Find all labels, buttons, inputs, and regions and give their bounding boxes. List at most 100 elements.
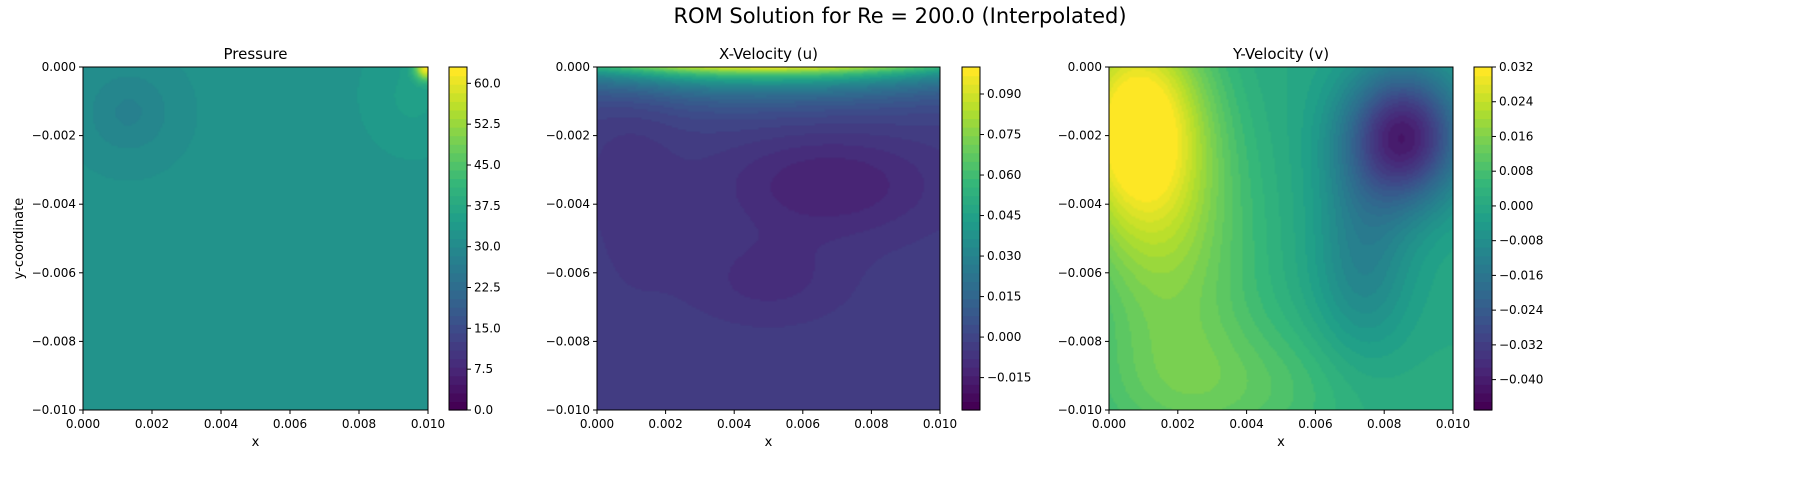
colorbar-band bbox=[449, 401, 467, 411]
colorbar-band bbox=[962, 392, 980, 403]
y-tick-label: −0.008 bbox=[1058, 334, 1102, 348]
x-tick-label: 0.008 bbox=[1367, 417, 1401, 431]
colorbar-band bbox=[449, 195, 467, 205]
y-tick-label: −0.008 bbox=[546, 334, 590, 348]
colorbar-tick-label: 15.0 bbox=[474, 321, 501, 335]
colorbar-tick-label: 60.0 bbox=[474, 76, 501, 90]
colorbar-band bbox=[962, 118, 980, 128]
y-tick-label: −0.004 bbox=[1058, 197, 1102, 211]
colorbar-tick-label: 0.016 bbox=[1499, 129, 1533, 143]
x-tick-label: 0.008 bbox=[342, 417, 376, 431]
colorbar-band bbox=[962, 367, 980, 377]
y-tick-label: −0.010 bbox=[32, 403, 76, 417]
colorbar-tick-label: 37.5 bbox=[474, 199, 501, 213]
panel-title: X-Velocity (u) bbox=[719, 45, 818, 63]
colorbar-tick-label: 0.060 bbox=[987, 168, 1021, 182]
x-tick-label: 0.010 bbox=[923, 417, 957, 431]
colorbar-band bbox=[1474, 127, 1492, 137]
x-tick-label: 0.006 bbox=[1298, 417, 1332, 431]
panel-title: Y-Velocity (v) bbox=[1232, 45, 1329, 63]
y-tick-label: 0.000 bbox=[42, 60, 76, 74]
colorbar-band bbox=[1474, 238, 1492, 248]
axes-frame bbox=[1108, 66, 1454, 411]
heatmap-image bbox=[1109, 67, 1453, 410]
colorbar-band bbox=[962, 127, 980, 137]
colorbar-band bbox=[1474, 392, 1492, 403]
colorbar-band bbox=[962, 212, 980, 222]
colorbar-band bbox=[449, 229, 467, 240]
colorbar-band bbox=[449, 349, 467, 360]
y-tick-label: 0.000 bbox=[556, 60, 590, 74]
colorbar-tick-label: −0.024 bbox=[1499, 303, 1543, 317]
x-tick-label: 0.010 bbox=[1436, 417, 1470, 431]
colorbar-band bbox=[962, 332, 980, 342]
heatmap-image bbox=[83, 67, 428, 410]
colorbar-band bbox=[1474, 375, 1492, 385]
colorbar-tick-label: 0.015 bbox=[987, 290, 1021, 304]
y-tick-label: −0.008 bbox=[32, 334, 76, 348]
colorbar-band bbox=[449, 212, 467, 222]
x-axis-label: x bbox=[252, 435, 260, 450]
colorbar-band bbox=[1474, 298, 1492, 308]
colorbar-band bbox=[962, 384, 980, 394]
colorbar-band bbox=[449, 187, 467, 197]
colorbar-band bbox=[1474, 212, 1492, 222]
colorbar-frame bbox=[448, 66, 468, 411]
colorbar-band bbox=[449, 204, 467, 214]
colorbar-band bbox=[962, 135, 980, 145]
colorbar-band bbox=[449, 118, 467, 128]
colorbar-band bbox=[449, 341, 467, 351]
colorbar-band bbox=[962, 289, 980, 300]
colorbar-band bbox=[1474, 281, 1492, 291]
colorbar-tick-label: −0.016 bbox=[1499, 268, 1543, 282]
colorbar-tick-label: 0.045 bbox=[987, 209, 1021, 223]
colorbar-tick-label: 0.000 bbox=[1499, 199, 1533, 213]
y-tick-label: −0.002 bbox=[1058, 129, 1102, 143]
colorbar-band bbox=[962, 349, 980, 360]
colorbar-tick-label: −0.015 bbox=[987, 371, 1031, 385]
colorbar-band bbox=[962, 221, 980, 231]
colorbar-band bbox=[449, 127, 467, 137]
colorbar-band bbox=[1474, 161, 1492, 171]
colorbar-band bbox=[449, 178, 467, 188]
colorbar-band bbox=[962, 109, 980, 120]
colorbar-band bbox=[1474, 324, 1492, 334]
x-axis-label: x bbox=[1277, 435, 1285, 450]
colorbar-band bbox=[962, 298, 980, 308]
colorbar-band bbox=[962, 101, 980, 111]
colorbar-band bbox=[449, 238, 467, 248]
heatmap-image bbox=[597, 67, 940, 410]
colorbar-band bbox=[1474, 84, 1492, 94]
colorbar-band bbox=[1474, 187, 1492, 197]
panel-title: Pressure bbox=[223, 45, 287, 63]
colorbar-band bbox=[449, 221, 467, 231]
colorbar-band bbox=[962, 195, 980, 205]
y-tick-label: −0.006 bbox=[32, 266, 76, 280]
x-tick-label: 0.004 bbox=[1229, 417, 1263, 431]
colorbar-band bbox=[962, 281, 980, 291]
colorbar-band bbox=[449, 375, 467, 385]
colorbar-band bbox=[1474, 229, 1492, 240]
colorbar-band bbox=[962, 255, 980, 265]
figure-title: ROM Solution for Re = 200.0 (Interpolate… bbox=[673, 4, 1127, 28]
x-axis-label: x bbox=[765, 435, 773, 450]
x-tick-label: 0.006 bbox=[273, 417, 307, 431]
colorbar-band bbox=[1474, 118, 1492, 128]
colorbar-band bbox=[449, 101, 467, 111]
colorbar-band bbox=[962, 247, 980, 257]
y-tick-label: −0.002 bbox=[32, 129, 76, 143]
colorbar-band bbox=[962, 169, 980, 180]
chart-panel-pressure: Pressure 0.000 0.002 0.004 0.006 0.008 0.010 x 0… bbox=[12, 45, 501, 450]
y-tick-label: −0.004 bbox=[546, 197, 590, 211]
x-tick-label: 0.000 bbox=[66, 417, 100, 431]
colorbar-band bbox=[1474, 307, 1492, 317]
colorbar-band bbox=[962, 178, 980, 188]
x-tick-label: 0.002 bbox=[135, 417, 169, 431]
x-tick-label: 0.010 bbox=[411, 417, 445, 431]
colorbar-tick-label: 0.090 bbox=[987, 87, 1021, 101]
colorbar-band bbox=[449, 358, 467, 368]
colorbar-band bbox=[962, 238, 980, 248]
colorbar-band bbox=[962, 264, 980, 274]
colorbar-band bbox=[449, 332, 467, 342]
x-tick-label: 0.000 bbox=[580, 417, 614, 431]
